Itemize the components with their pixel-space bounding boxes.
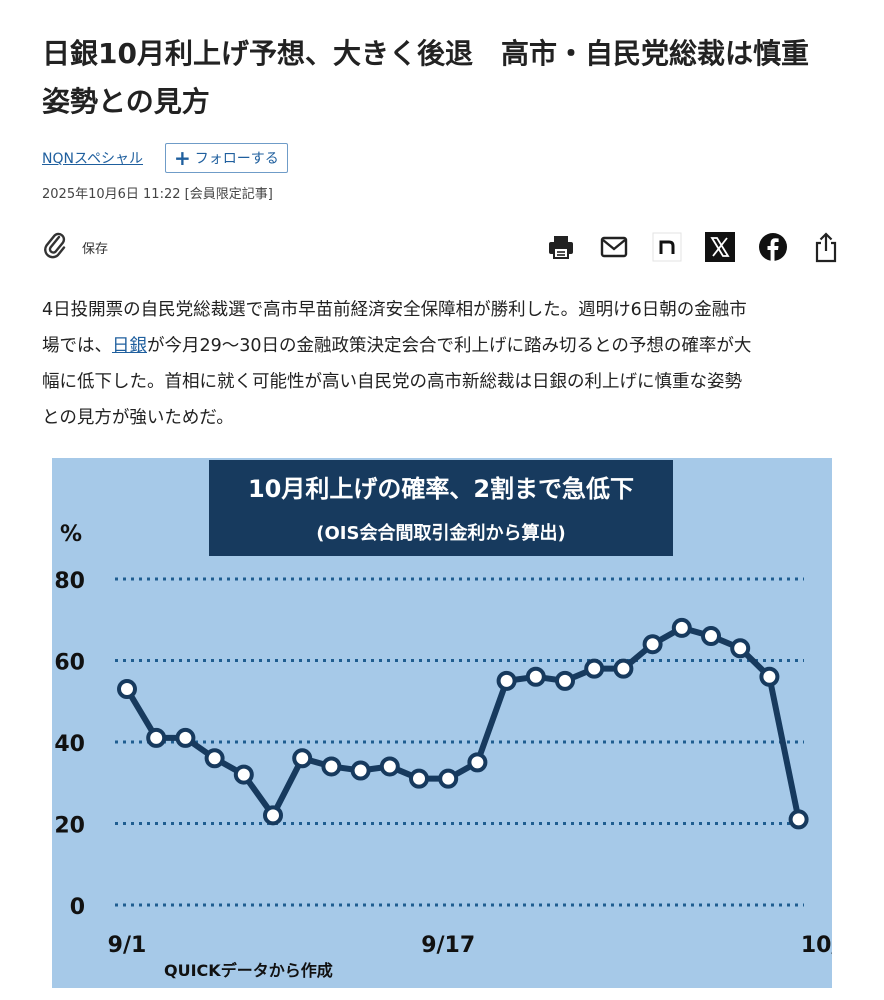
y-tick-labels: 0 20 40 60 80 [54, 569, 85, 920]
chart-figure: 10月利上げの確率、2割まで急低下 (OIS会合間取引金利から算出) % 0 20… [52, 458, 832, 988]
chart-subtitle: (OIS会合間取引金利から算出) [316, 522, 565, 544]
lead-line-4: との見方が強いためだ。 [42, 408, 234, 428]
article-meta: NQNスペシャル + フォローする [42, 142, 288, 174]
data-point [233, 764, 254, 785]
y-tick-label: 20 [54, 814, 85, 839]
x-tick-label: 10/3 [801, 933, 832, 958]
share-toolbar [524, 231, 842, 263]
data-point [263, 805, 283, 826]
lead-text: 場では、 [42, 336, 112, 356]
follow-button[interactable]: + フォローする [165, 143, 288, 173]
lead-line-1: 4日投開票の自民党総裁選で高市早苗前経済安全保障相が勝利した。週明け6日朝の金融… [42, 300, 747, 320]
data-point [379, 756, 400, 777]
x-icon[interactable] [704, 231, 736, 263]
print-icon[interactable] [545, 231, 577, 263]
y-tick-label: 40 [54, 732, 85, 757]
save-label: 保存 [82, 241, 109, 257]
chart-title: 10月利上げの確率、2割まで急低下 [248, 475, 634, 503]
chart-title-box [209, 460, 673, 556]
y-tick-label: 0 [70, 895, 85, 920]
data-point [321, 756, 342, 777]
share-icon[interactable] [810, 231, 842, 263]
y-tick-label: 60 [54, 651, 85, 676]
save-button[interactable]: 保存 [42, 230, 108, 264]
lead-text: が今月29〜30日の金融政策決定会合で利上げに踏み切るとの予想の確率が大 [147, 336, 752, 356]
lead-line-2: 場では、日銀が今月29〜30日の金融政策決定会合で利上げに踏み切るとの予想の確率… [42, 328, 846, 364]
data-point [292, 748, 313, 769]
article-headline: 日銀10月利上げ予想、大きく後退 高市・自民党総裁は慎重 姿勢との見方 [42, 30, 852, 126]
article-toolbar: 保存 [42, 226, 842, 268]
data-point [759, 666, 780, 687]
data-point [146, 727, 167, 748]
series-layer [117, 617, 809, 830]
follow-label: フォローする [194, 151, 279, 167]
series-link[interactable]: NQNスペシャル [42, 151, 143, 167]
data-point [525, 666, 546, 687]
data-point [671, 617, 692, 638]
article-date: 2025年10月6日 11:22 [会員限定記事] [42, 187, 273, 202]
x-tick-label: 9/17 [421, 933, 475, 958]
note-icon[interactable] [651, 231, 683, 263]
y-tick-label: 80 [54, 569, 85, 594]
headline-line-1: 日銀10月利上げ予想、大きく後退 高市・自民党総裁は慎重 [42, 37, 809, 70]
grid-layer [115, 577, 804, 907]
data-point [555, 670, 575, 691]
paperclip-icon [42, 230, 68, 264]
data-point [204, 748, 225, 769]
data-point [701, 626, 721, 647]
data-point [584, 658, 605, 679]
facebook-icon[interactable] [757, 231, 789, 263]
data-point [175, 727, 196, 748]
x-tick-label: 9/1 [108, 933, 147, 958]
data-point [438, 768, 459, 789]
data-point [730, 638, 751, 659]
chart-source: QUICKデータから作成 [164, 961, 333, 980]
data-point [467, 752, 488, 773]
data-point [350, 760, 371, 781]
data-point [788, 809, 809, 830]
x-tick-labels: 9/1 9/17 10/3 [108, 933, 832, 958]
article-lead: 4日投開票の自民党総裁選で高市早苗前経済安全保障相が勝利した。週明け6日朝の金融… [42, 292, 846, 436]
boj-link[interactable]: 日銀 [112, 336, 147, 356]
data-point [496, 670, 517, 691]
y-unit-label: % [60, 522, 82, 547]
series-line [124, 624, 802, 821]
lead-line-3: 幅に低下した。首相に就く可能性が高い自民党の高市新総裁は日銀の利上げに慎重な姿勢 [42, 372, 742, 392]
probability-line-chart: 10月利上げの確率、2割まで急低下 (OIS会合間取引金利から算出) % 0 20… [54, 460, 832, 980]
data-point [613, 658, 634, 679]
plus-icon: + [174, 146, 191, 170]
data-point [117, 679, 137, 700]
data-point [642, 634, 663, 655]
data-point [409, 768, 429, 789]
headline-line-2: 姿勢との見方 [42, 85, 210, 118]
mail-icon[interactable] [598, 231, 630, 263]
